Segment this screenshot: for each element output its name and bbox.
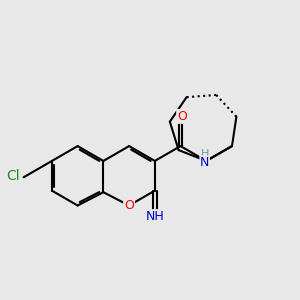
Text: N: N [200,156,209,169]
Text: H: H [200,149,209,159]
Text: O: O [124,199,134,212]
Text: O: O [177,110,187,123]
Text: Cl: Cl [6,169,20,183]
Text: NH: NH [146,210,164,223]
